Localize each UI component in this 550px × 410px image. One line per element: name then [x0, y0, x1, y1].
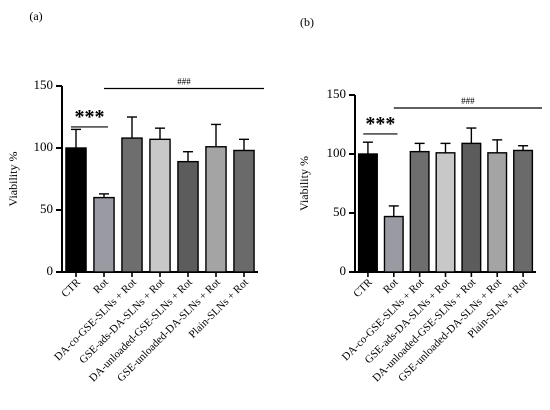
bar	[121, 137, 143, 273]
panel-label: (b)	[300, 15, 314, 29]
significance-label: ###	[461, 96, 475, 106]
significance-label: ***	[74, 106, 104, 128]
bar	[177, 160, 199, 273]
bar	[461, 142, 482, 273]
panel-label: (a)	[29, 9, 42, 23]
y-tick-label: 100	[327, 145, 347, 160]
bar	[93, 196, 115, 273]
bar	[409, 150, 430, 273]
bar	[205, 146, 227, 273]
bar	[65, 147, 87, 273]
bar	[435, 152, 456, 273]
x-tick-label: CTR	[351, 276, 375, 300]
y-axis-label: Viability %	[297, 156, 311, 211]
bar	[233, 149, 255, 273]
x-tick-label: Rot	[91, 276, 111, 296]
x-tick-label: Rot	[381, 276, 401, 296]
bar	[149, 138, 171, 273]
x-tick-label: CTR	[59, 276, 83, 300]
y-tick-label: 150	[327, 86, 347, 101]
bar	[357, 153, 378, 273]
bar	[487, 152, 508, 273]
y-axis-label: Viability %	[6, 152, 20, 207]
y-tick-label: 50	[40, 201, 53, 216]
y-tick-label: 0	[340, 263, 347, 278]
significance-label: ***	[365, 113, 395, 135]
y-tick-label: 150	[34, 77, 54, 92]
y-tick-label: 100	[34, 139, 54, 154]
significance-label: ###	[177, 76, 191, 86]
y-tick-label: 0	[47, 263, 54, 278]
bar	[513, 149, 534, 273]
y-tick-label: 50	[333, 204, 346, 219]
bar	[383, 215, 404, 273]
